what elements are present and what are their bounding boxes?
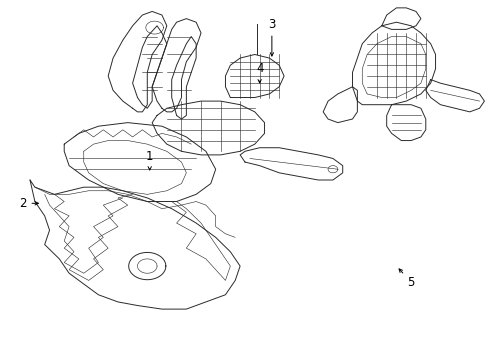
Polygon shape: [323, 87, 357, 123]
Polygon shape: [152, 101, 265, 155]
Polygon shape: [64, 123, 216, 202]
Polygon shape: [45, 194, 123, 273]
Polygon shape: [133, 26, 167, 108]
Text: 2: 2: [19, 197, 38, 210]
Polygon shape: [35, 187, 235, 237]
Polygon shape: [138, 259, 157, 273]
Polygon shape: [30, 180, 240, 309]
Polygon shape: [426, 80, 485, 112]
Text: 4: 4: [256, 62, 264, 83]
Text: 1: 1: [146, 150, 153, 170]
Polygon shape: [54, 194, 133, 280]
Polygon shape: [172, 37, 196, 119]
Polygon shape: [328, 166, 338, 173]
Polygon shape: [240, 148, 343, 180]
Polygon shape: [84, 140, 186, 194]
Polygon shape: [108, 12, 167, 112]
Polygon shape: [382, 8, 421, 30]
Polygon shape: [129, 252, 166, 280]
Polygon shape: [362, 37, 426, 98]
Polygon shape: [352, 22, 436, 105]
Text: 3: 3: [268, 18, 275, 56]
Polygon shape: [74, 130, 191, 144]
Polygon shape: [225, 54, 284, 98]
Polygon shape: [152, 19, 201, 112]
Polygon shape: [387, 105, 426, 140]
Polygon shape: [172, 202, 230, 280]
Text: 5: 5: [399, 269, 415, 289]
